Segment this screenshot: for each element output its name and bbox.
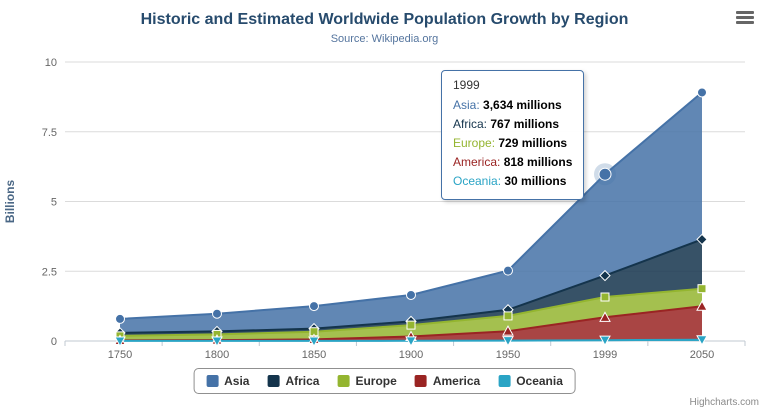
y-tick-label: 0 bbox=[51, 336, 57, 348]
marker-america[interactable] bbox=[696, 300, 708, 311]
y-tick-label: 10 bbox=[45, 57, 57, 69]
legend-label: Africa bbox=[285, 374, 320, 388]
marker-oceania[interactable] bbox=[211, 336, 223, 347]
area-band-america bbox=[120, 306, 702, 341]
marker-asia[interactable] bbox=[212, 308, 222, 319]
tooltip-row-america: America: 818 millions bbox=[453, 155, 573, 169]
tooltip-row-europe: Europe: 729 millions bbox=[453, 136, 568, 150]
x-tick-label: 2050 bbox=[690, 349, 714, 361]
tooltip-header: 1999 bbox=[453, 78, 480, 92]
y-axis-title: Billions bbox=[3, 180, 17, 224]
tooltip-row-oceania: Oceania: 30 millions bbox=[453, 174, 567, 188]
legend-label: America bbox=[432, 374, 481, 388]
marker-oceania[interactable] bbox=[308, 336, 320, 347]
marker-asia[interactable] bbox=[406, 289, 416, 300]
menu-bar bbox=[736, 16, 754, 19]
legend-item-america[interactable]: America bbox=[414, 374, 481, 388]
area-band-africa bbox=[120, 239, 702, 336]
legend-swatch bbox=[206, 375, 219, 387]
marker-america[interactable] bbox=[599, 311, 611, 322]
legend-label: Oceania bbox=[516, 374, 563, 388]
menu-bar bbox=[736, 21, 754, 24]
y-tick-label: 2.5 bbox=[42, 266, 57, 278]
tooltip-row-asia: Asia: 3,634 millions bbox=[453, 98, 562, 112]
legend-swatch bbox=[414, 375, 427, 387]
legend-label: Asia bbox=[224, 374, 250, 388]
legend-item-asia[interactable]: Asia bbox=[206, 374, 249, 388]
legend-item-oceania[interactable]: Oceania bbox=[498, 374, 563, 388]
marker-europe[interactable] bbox=[600, 292, 610, 302]
x-tick-label: 1850 bbox=[302, 349, 326, 361]
marker-asia[interactable] bbox=[115, 313, 125, 324]
marker-africa[interactable] bbox=[599, 269, 611, 282]
marker-oceania[interactable] bbox=[405, 336, 417, 347]
legend-swatch bbox=[498, 375, 511, 387]
marker-oceania[interactable] bbox=[114, 336, 126, 347]
legend-swatch bbox=[337, 375, 350, 387]
marker-asia[interactable] bbox=[697, 87, 707, 98]
marker-asia[interactable] bbox=[598, 167, 612, 181]
y-tick-label: 7.5 bbox=[42, 127, 57, 139]
marker-europe[interactable] bbox=[697, 284, 707, 294]
chart-subtitle: Source: Wikipedia.org bbox=[330, 33, 439, 45]
hamburger-icon[interactable] bbox=[736, 11, 754, 24]
x-tick-label: 1999 bbox=[593, 349, 617, 361]
marker-oceania[interactable] bbox=[502, 336, 514, 347]
legend-label: Europe bbox=[355, 374, 397, 388]
x-tick-label: 1800 bbox=[205, 349, 229, 361]
tooltip: 1999 Asia: 3,634 millions Africa: 767 mill… bbox=[441, 70, 585, 200]
legend-item-europe[interactable]: Europe bbox=[337, 374, 397, 388]
tooltip-row-africa: Africa: 767 millions bbox=[453, 117, 560, 131]
marker-oceania[interactable] bbox=[696, 335, 708, 346]
chart-title: Historic and Estimated Worldwide Populat… bbox=[140, 11, 629, 28]
marker-europe[interactable] bbox=[406, 320, 416, 330]
x-tick-label: 1750 bbox=[108, 349, 132, 361]
legend: Asia Africa Europe America Oceania bbox=[193, 368, 576, 394]
legend-item-africa[interactable]: Africa bbox=[267, 374, 319, 388]
x-tick-label: 1900 bbox=[399, 349, 423, 361]
marker-asia[interactable] bbox=[309, 301, 319, 312]
marker-europe[interactable] bbox=[503, 311, 513, 321]
marker-africa[interactable] bbox=[696, 233, 708, 246]
area-band-asia bbox=[120, 92, 702, 333]
marker-asia[interactable] bbox=[503, 265, 513, 276]
credits-link[interactable]: Highcharts.com bbox=[689, 397, 759, 408]
x-tick-label: 1950 bbox=[496, 349, 520, 361]
marker-america[interactable] bbox=[502, 325, 514, 336]
y-tick-label: 5 bbox=[51, 197, 57, 209]
marker-oceania[interactable] bbox=[599, 335, 611, 347]
legend-swatch bbox=[267, 375, 280, 387]
menu-bar bbox=[736, 11, 754, 14]
